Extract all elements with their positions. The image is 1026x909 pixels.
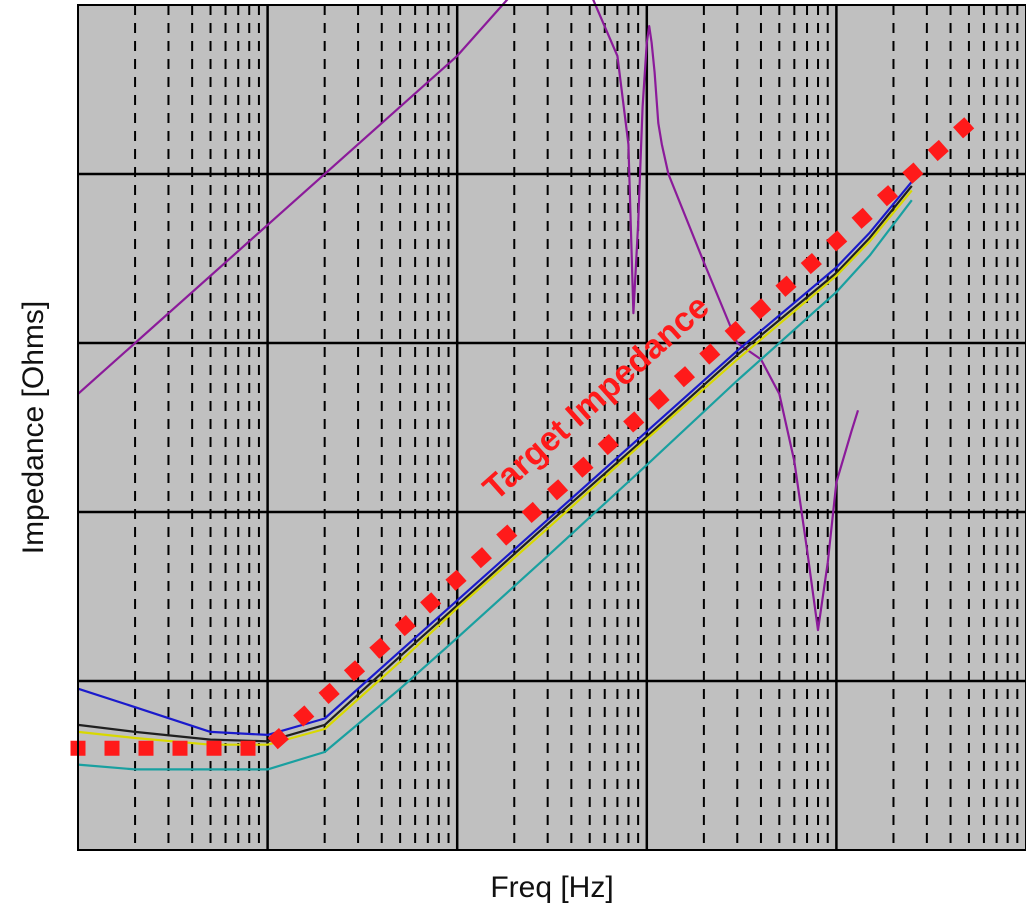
target-impedance-marker <box>724 320 746 343</box>
target-impedance-marker <box>851 207 873 229</box>
target-impedance-marker <box>343 660 366 682</box>
target-impedance-marker <box>623 411 645 433</box>
series-layer <box>70 0 975 771</box>
target-impedance-marker <box>445 569 467 591</box>
target-impedance-marker <box>876 185 899 207</box>
target-impedance-marker <box>673 366 696 388</box>
target-impedance-marker <box>572 456 594 478</box>
target-impedance-marker <box>496 524 518 546</box>
target-impedance-marker <box>597 433 619 456</box>
target-impedance-marker <box>546 479 569 501</box>
target-impedance-marker <box>470 547 492 569</box>
target-impedance-marker <box>369 637 391 659</box>
target-impedance-marker <box>206 740 222 756</box>
plot-area <box>78 5 1026 850</box>
target-impedance-marker <box>521 501 543 524</box>
target-impedance-marker <box>826 230 848 252</box>
target-impedance-marker <box>927 139 949 162</box>
minor-gridlines <box>134 5 1019 850</box>
target-impedance-marker <box>318 682 340 704</box>
target-impedance-marker <box>104 740 120 756</box>
target-impedance-marker <box>240 740 256 756</box>
target-impedance-line <box>70 117 975 756</box>
target-impedance-marker <box>699 343 721 365</box>
target-impedance-marker <box>267 728 289 750</box>
series-line-2 <box>77 180 913 737</box>
plot-frame <box>77 4 1026 851</box>
target-impedance-marker <box>394 615 416 637</box>
target-impedance-marker <box>800 252 822 275</box>
target-impedance-marker <box>138 740 154 756</box>
target-impedance-marker <box>953 117 975 139</box>
series-line-5 <box>77 199 913 771</box>
target-impedance-marker <box>750 298 772 320</box>
y-axis-label: Impedance [Ohms] <box>17 301 50 554</box>
target-impedance-marker <box>293 705 315 727</box>
target-impedance-marker <box>420 592 442 614</box>
target-impedance-marker <box>902 162 924 184</box>
series-line-1 <box>77 0 860 632</box>
target-impedance-marker <box>775 275 797 297</box>
x-axis-label: Freq [Hz] <box>490 871 613 904</box>
major-gridlines <box>78 5 1026 850</box>
target-impedance-marker <box>648 388 670 410</box>
target-impedance-marker <box>172 740 188 756</box>
series-line-3 <box>77 185 913 743</box>
